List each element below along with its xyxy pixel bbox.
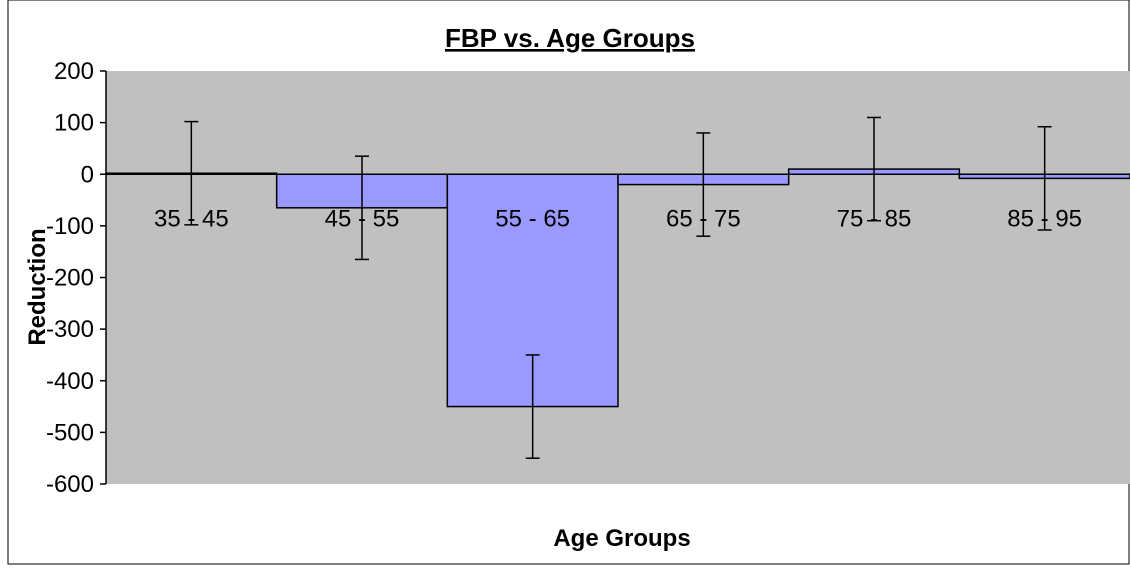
error-bars-layer — [184, 116, 1052, 459]
category-label-0: 35 - 45 — [154, 205, 229, 232]
category-label-3: 65 - 75 — [666, 205, 741, 232]
y-tick-label-3: -100 — [46, 213, 94, 240]
category-label-4: 75 - 85 — [837, 205, 912, 232]
axes-layer: 200 100 0 -100 -200 -300 -400 -500 -600 — [46, 58, 1130, 498]
y-tick-label-6: -400 — [46, 368, 94, 395]
error-bar-5 — [1037, 126, 1052, 231]
error-bar-4 — [867, 116, 881, 222]
y-tick-label-2: 0 — [81, 161, 94, 188]
category-label-1: 45 - 55 — [325, 205, 400, 232]
y-axis-title: Reduction — [24, 228, 51, 345]
error-bar-0 — [184, 120, 199, 226]
category-labels-layer: 35 - 45 45 - 55 55 - 65 65 - 75 75 - 85 85 - … — [154, 205, 1082, 232]
y-tick-label-4: -200 — [46, 265, 94, 292]
error-bar-2 — [525, 354, 540, 459]
error-bar-1 — [355, 155, 369, 261]
category-label-2: 55 - 65 — [495, 205, 570, 232]
chart-title: FBP vs. Age Groups — [445, 23, 695, 53]
y-tick-label-0: 200 — [54, 58, 94, 85]
error-bar-3 — [696, 132, 711, 237]
category-label-5: 85 - 95 — [1007, 205, 1082, 232]
y-tick-label-5: -300 — [46, 316, 94, 343]
y-tick-label-7: -500 — [46, 419, 94, 446]
y-tick-label-1: 100 — [54, 110, 94, 137]
y-tick-label-8: -600 — [46, 471, 94, 498]
x-axis-title: Age Groups — [553, 525, 690, 552]
